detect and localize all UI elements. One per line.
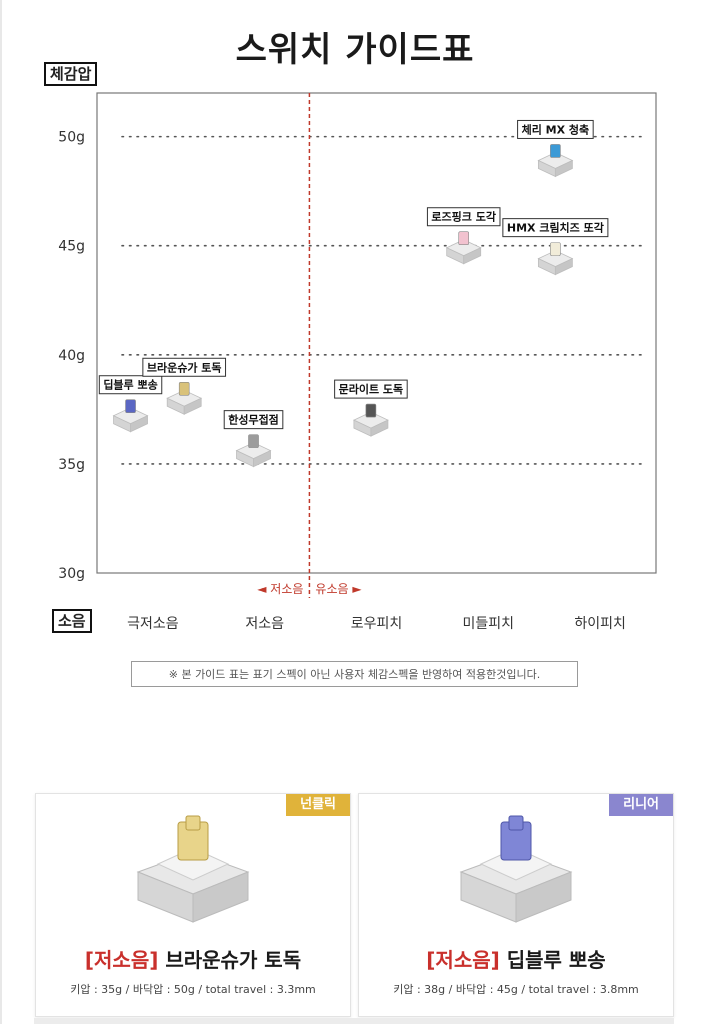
card-name: 브라운슈가 토독: [165, 948, 302, 972]
switch-stem: [178, 381, 190, 396]
switch-stem: [125, 399, 136, 414]
y-tick-label: 45g: [58, 239, 85, 255]
switch-stem: [550, 242, 561, 256]
switch-label-box: [502, 218, 609, 238]
switch-housing-right: [463, 247, 482, 265]
switch-label-box: [426, 207, 501, 227]
switch-label-box: [517, 119, 594, 139]
switch-label: 문라이트 도독: [339, 382, 404, 396]
y-tick-label: 35g: [58, 457, 85, 473]
noisy-label: 유소음 ►: [315, 582, 362, 596]
card-title: [저소음] 브라운슈가 토독: [36, 944, 350, 973]
switch-label: 딥블루 뽀송: [103, 378, 157, 392]
switch-stem: [458, 231, 470, 246]
bottom-divider: [34, 1018, 674, 1024]
card-spec: 키압 : 38g / 바닥압 : 45g / total travel : 3.…: [393, 983, 639, 996]
switch-housing-right: [554, 258, 573, 276]
low-noise-label: ◄ 저소음: [257, 582, 303, 596]
product-card-deep-blue[interactable]: 리니어 [저소음] 딥블루 뽀송 키압 : 38g / 바닥압 : 45g / …: [358, 793, 674, 1017]
plot-frame: [96, 92, 657, 574]
y-tick-label: 40g: [58, 348, 85, 364]
switch-point[interactable]: HMX 크림치즈 또각: [502, 218, 609, 276]
x-tick-label: 미들피치: [463, 616, 515, 632]
page-edge: [0, 0, 2, 1024]
switch-point[interactable]: 로즈핑크 도각: [426, 207, 501, 265]
switch-label-box: [142, 357, 227, 377]
switch-point[interactable]: 체리 MX 청축: [517, 119, 594, 178]
badge-nonclick: 넌클릭: [286, 794, 350, 816]
switch-housing-right: [183, 397, 202, 415]
switch-stem: [365, 403, 377, 418]
switch-stem: [248, 434, 259, 448]
switch-label-box: [223, 410, 284, 430]
switch-label-box: [334, 379, 408, 399]
card-title: [저소음] 딥블루 뽀송: [359, 944, 673, 973]
switch-point[interactable]: 브라운슈가 토독: [142, 357, 227, 415]
switch-housing-right: [370, 419, 389, 437]
card-tag: [저소음]: [84, 948, 159, 972]
switch-stem: [550, 144, 561, 158]
x-tick-label: 하이피치: [574, 616, 626, 632]
switch-label: 브라운슈가 토독: [147, 360, 222, 374]
y-tick-label: 30g: [58, 566, 85, 582]
y-axis-label: 체감압: [44, 62, 98, 86]
switch-label-box: [98, 375, 163, 395]
switch-image-brown-sugar: [136, 815, 250, 923]
page-title: 스위치 가이드표: [235, 30, 475, 70]
card-name: 딥블루 뽀송: [506, 948, 606, 972]
switch-image-deep-blue: [459, 815, 573, 923]
switch-scatter-chart: 30g 35g 40g 45g 50g 극저소음 저소음 로우피치 미들피치 하이피치 ◄ 저소음 유…: [58, 92, 657, 632]
card-tag: [저소음]: [426, 948, 500, 972]
y-tick-label: 50g: [58, 130, 85, 146]
badge-linear: 리니어: [609, 794, 673, 816]
switch-point[interactable]: 문라이트 도독: [334, 379, 408, 437]
switch-housing-right: [253, 450, 271, 468]
x-tick-label: 로우피치: [351, 616, 403, 632]
switch-housing-right: [554, 159, 573, 178]
switch-label: 로즈핑크 도각: [431, 210, 496, 224]
switch-point[interactable]: 딥블루 뽀송: [98, 375, 163, 433]
x-tick-label: 극저소음: [127, 616, 179, 632]
x-axis-label: 소음: [52, 609, 92, 633]
switch-label: 체리 MX 청축: [522, 122, 590, 136]
switch-point[interactable]: 한성무접점: [223, 410, 284, 468]
switch-label: 한성무접점: [228, 413, 279, 427]
disclaimer-note: ※ 본 가이드 표는 표기 스펙이 아닌 사용자 체감스펙을 반영하여 적용한것…: [131, 661, 578, 687]
switch-label: HMX 크림치즈 또각: [507, 221, 604, 235]
product-card-brown-sugar[interactable]: 넌클릭 [저소음] 브라운슈가 토독 키압 : 35g / 바닥압 : 50g …: [35, 793, 351, 1017]
switch-housing-right: [130, 415, 148, 433]
card-spec: 키압 : 35g / 바닥압 : 50g / total travel : 3.…: [70, 983, 316, 996]
x-tick-label: 저소음: [245, 616, 284, 632]
